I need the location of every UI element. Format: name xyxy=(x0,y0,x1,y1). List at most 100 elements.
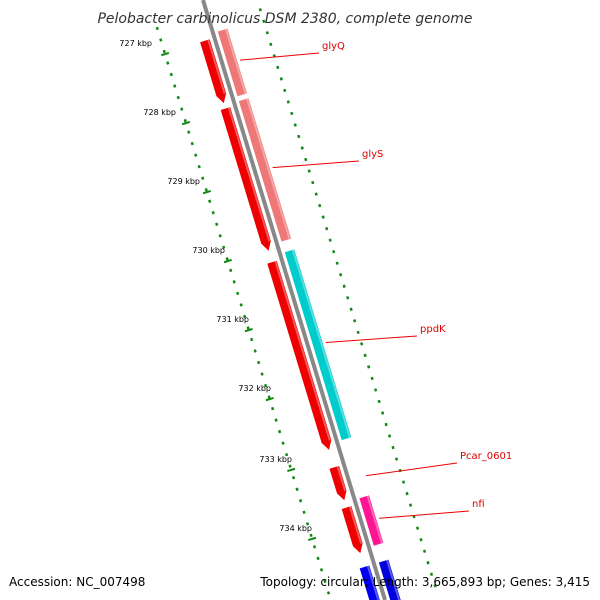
ruler-dot xyxy=(319,568,324,572)
ruler-dot xyxy=(187,130,191,134)
ruler-dot xyxy=(288,464,292,468)
ruler-major-tick xyxy=(244,327,253,333)
ruler-dot xyxy=(194,153,198,157)
ruler-dot xyxy=(218,234,222,238)
ruler-dot xyxy=(253,349,257,353)
ruler-label-731: 731 kbp xyxy=(216,315,249,324)
ruler-dot xyxy=(197,164,201,169)
label-line-pcar-0601 xyxy=(366,462,458,477)
outer-tick xyxy=(415,526,420,530)
topology-summary-text: Topology: circular; Length: 3,665,893 bp… xyxy=(259,575,590,589)
outer-tick xyxy=(314,192,318,196)
outer-tick xyxy=(346,296,350,300)
outer-tick xyxy=(356,330,360,335)
ruler-dot xyxy=(284,452,289,457)
ruler-major-tick xyxy=(181,120,191,126)
outer-tick xyxy=(311,180,315,185)
outer-tick xyxy=(342,284,346,288)
ruler-major-tick xyxy=(287,467,296,473)
ruler-dot xyxy=(225,257,229,261)
ruler-dot xyxy=(305,522,310,526)
ruler-major-tick xyxy=(308,536,317,542)
ruler-major-tick xyxy=(223,258,232,264)
gene-nfi xyxy=(359,495,384,546)
outer-tick xyxy=(367,365,371,369)
label-line-glyq xyxy=(240,52,320,61)
ruler-dot xyxy=(267,395,271,399)
outer-tick xyxy=(387,434,392,438)
outer-tick xyxy=(394,457,399,461)
ruler-dot xyxy=(298,499,303,503)
ruler-dot xyxy=(274,418,278,422)
outer-tick xyxy=(335,261,339,265)
gene-label-glys: glyS xyxy=(362,149,383,160)
gene-label-pcar-0601: Pcar_0601 xyxy=(460,451,512,462)
outer-tick xyxy=(286,100,290,104)
ruler-dot xyxy=(236,291,240,296)
outer-tick xyxy=(265,31,269,35)
ruler-dot xyxy=(204,188,208,192)
ruler-dot xyxy=(162,49,166,54)
ruler-major-tick xyxy=(265,396,274,402)
outer-tick xyxy=(339,273,343,277)
ruler-major-tick xyxy=(160,51,170,57)
outer-tick xyxy=(426,561,430,565)
ruler-dot xyxy=(246,326,250,330)
outer-tick xyxy=(370,376,374,381)
outer-tick xyxy=(297,134,301,139)
ruler-dot xyxy=(180,107,184,111)
gene-label-nfi: nfi xyxy=(472,499,485,510)
ruler-dot xyxy=(183,118,187,123)
gene-ppdk-highlight xyxy=(291,249,351,438)
ruler-dot xyxy=(215,222,219,226)
outer-tick xyxy=(325,226,329,231)
gene-feature-5 xyxy=(220,107,271,251)
ruler-dot xyxy=(169,72,173,77)
ruler-dot xyxy=(232,280,236,284)
label-line-ppdk xyxy=(325,335,418,343)
ruler-dot xyxy=(239,303,243,307)
genome-title: Pelobacter carbinolicus DSM 2380, comple… xyxy=(97,11,472,27)
outer-tick xyxy=(290,111,294,116)
outer-tick xyxy=(360,342,364,346)
outer-tick xyxy=(304,157,308,162)
label-line-glys xyxy=(272,160,360,169)
ruler-dot xyxy=(208,199,212,203)
outer-tick xyxy=(279,77,283,81)
gene-nfi-highlight xyxy=(366,495,383,544)
gene-features xyxy=(200,28,401,600)
ruler-label-729: 729 kbp xyxy=(167,177,200,186)
outer-tick xyxy=(422,549,427,553)
gene-ppdk xyxy=(284,249,352,441)
gene-glyq xyxy=(217,28,247,97)
gene-feature-3 xyxy=(200,39,227,104)
outer-tick xyxy=(381,411,385,415)
gene-feature-7-highlight xyxy=(274,260,331,441)
outer-tick xyxy=(262,19,266,24)
outer-tick xyxy=(318,203,322,208)
ruler-dot xyxy=(159,38,163,42)
outer-tick xyxy=(353,319,357,323)
label-line-nfi xyxy=(378,510,470,519)
ruler-dot xyxy=(176,95,180,100)
outer-tick xyxy=(258,8,262,12)
ruler-dot xyxy=(211,211,215,215)
gene-feature-7 xyxy=(267,260,332,450)
ruler-dot xyxy=(201,176,205,180)
ruler-dot xyxy=(281,441,285,445)
ruler-dot xyxy=(257,360,261,365)
ruler-dot xyxy=(229,268,233,273)
ruler-dot xyxy=(190,141,194,146)
outer-tick xyxy=(401,480,406,484)
gene-glys xyxy=(238,98,292,242)
gene-pcar-0601 xyxy=(329,465,347,501)
ruler-dot xyxy=(277,429,282,434)
ruler-dot xyxy=(270,406,275,411)
ruler-dot xyxy=(260,372,264,376)
ruler-label-734: 734 kbp xyxy=(279,524,312,533)
outer-tick xyxy=(374,388,378,392)
ruler-dot xyxy=(312,545,317,549)
gene-glyq-highlight xyxy=(224,28,247,95)
